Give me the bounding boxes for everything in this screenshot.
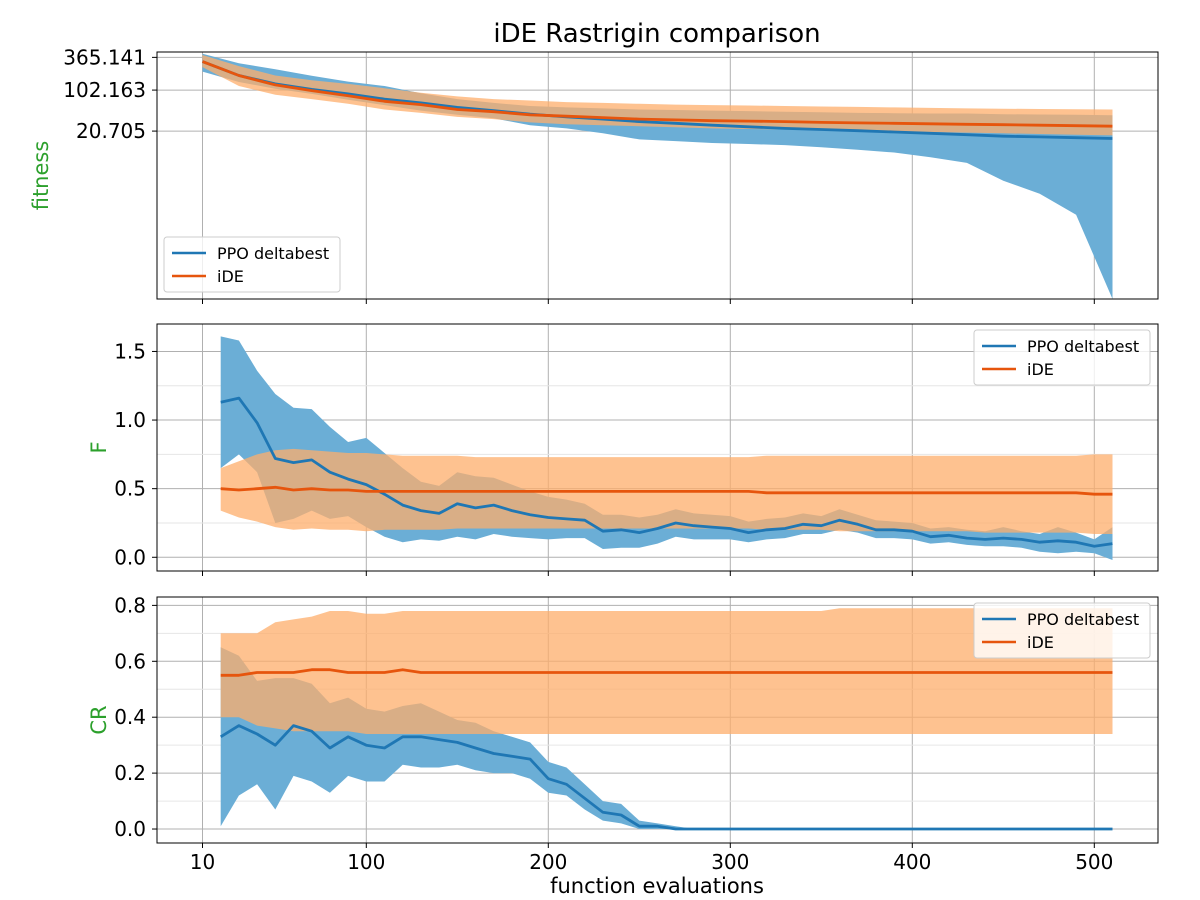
line-ppo [202,60,1113,140]
y-tick-label: 20.705 [76,119,146,143]
line-ide [220,668,1113,677]
y-tick-label: 1.0 [114,408,146,432]
x-tick-label: 10 [190,850,215,874]
panel-cr: 0.0 0.2 0.4 0.6 0.8 CR PPO deltabest iDE [87,593,1159,848]
legend-label: PPO deltabest [217,244,329,263]
plot-area [202,53,1113,299]
legend-label: PPO deltabest [1027,337,1139,356]
y-tick-label: 365.141 [63,45,146,69]
legend-box [973,329,1151,386]
legend-box [973,602,1151,659]
legend-label: PPO deltabest [1027,610,1139,629]
y-axis-label: CR [87,705,111,734]
x-tick-label: 200 [529,850,567,874]
axes-frame [156,323,1159,572]
legend: PPO deltabest iDE [973,329,1151,386]
y-tick-label: 1.5 [114,339,146,363]
y-tick-label: 102.163 [63,78,146,102]
y-axis-label: fitness [29,141,53,211]
x-axis-label: function evaluations [550,874,764,898]
panel-fitness: 365.141 102.163 20.705 fitness PPO deltabest… [29,45,1159,304]
y-tick-label: 0.2 [114,761,146,785]
legend-label: iDE [1027,360,1054,379]
x-tick-label: 300 [711,850,749,874]
plot-area [219,608,1113,831]
plot-area [220,336,1113,560]
axes-frame [156,596,1159,844]
legend: PPO deltabest iDE [973,602,1151,659]
legend-box [163,236,341,293]
y-tick-label: 0.5 [114,477,146,501]
legend: PPO deltabest iDE [163,236,341,293]
panel-f: 0.0 0.5 1.0 1.5 F PPO deltabest iDE [87,323,1159,576]
band-ide [202,55,1113,136]
y-tick-label: 0.8 [114,593,146,617]
y-tick-label: 0.6 [114,649,146,673]
line-ppo [219,724,1113,831]
line-ide [220,485,1113,496]
y-axis-label: F [87,441,111,453]
line-ppo [220,396,1113,548]
legend-label: iDE [1027,633,1054,652]
y-tick-label: 0.0 [114,817,146,841]
x-tick-label: 500 [1075,850,1113,874]
chart-title: iDE Rastrigin comparison [493,19,820,49]
legend-label: iDE [217,267,244,286]
y-tick-label: 0.0 [114,545,146,569]
x-tick-label: 400 [893,850,931,874]
x-tick-label: 100 [347,850,385,874]
axes-frame [156,51,1159,300]
line-ide [202,60,1113,128]
y-tick-label: 0.4 [114,705,146,729]
